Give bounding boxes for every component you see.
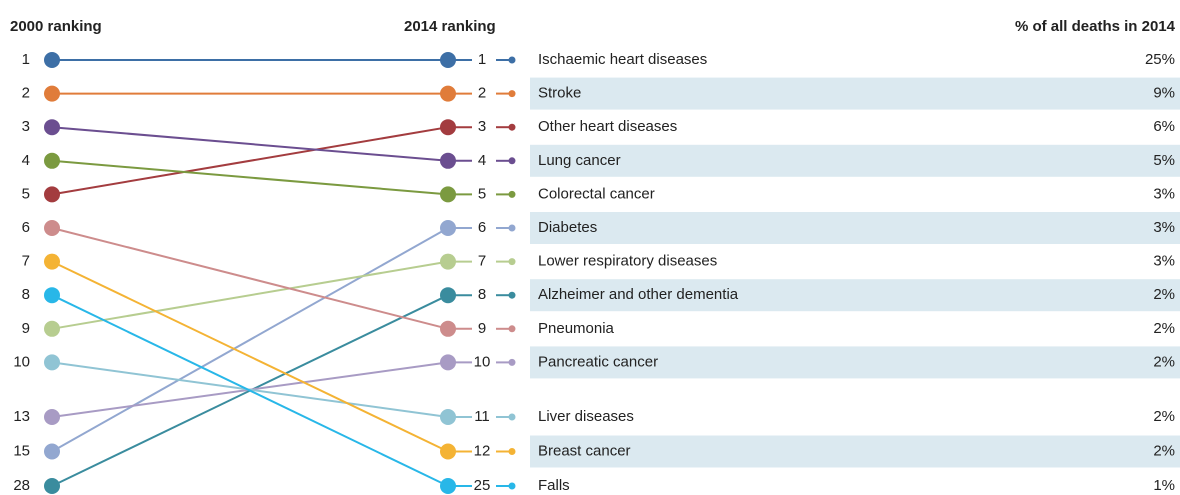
- left-dot: [44, 409, 60, 425]
- legend-dot: [508, 482, 516, 490]
- slope-line: [51, 294, 449, 487]
- left-rank: 4: [22, 152, 30, 169]
- left-dot: [44, 354, 60, 371]
- right-rank: 5: [478, 185, 486, 202]
- left-dot: [44, 320, 60, 337]
- right-rank: 4: [478, 152, 486, 169]
- left-rank: 1: [22, 51, 30, 68]
- left-dot: [44, 52, 60, 68]
- row-band: [530, 212, 1180, 244]
- slope-line: [51, 260, 449, 453]
- slope-line: [51, 126, 449, 196]
- legend-dot: [508, 325, 516, 333]
- slope-line: [51, 159, 449, 196]
- left-dot: [44, 220, 60, 236]
- legend-dot: [508, 224, 516, 232]
- legend-dot: [508, 358, 516, 366]
- right-rank: 9: [478, 320, 486, 337]
- cause-name: Pneumonia: [538, 320, 615, 337]
- row-band: [530, 279, 1180, 312]
- slope-line: [51, 260, 449, 330]
- cause-name: Alzheimer and other dementia: [538, 286, 739, 303]
- left-dot: [44, 186, 60, 203]
- right-rank: 1: [478, 51, 486, 68]
- left-dot: [44, 119, 60, 136]
- left-dot: [44, 443, 60, 460]
- left-dot: [44, 478, 60, 494]
- cause-name: Falls: [538, 477, 570, 494]
- cause-name: Ischaemic heart diseases: [538, 51, 707, 68]
- cause-name: Diabetes: [538, 219, 597, 236]
- legend-dot: [508, 448, 516, 455]
- legend-dot: [508, 90, 516, 98]
- left-rank: 2: [22, 85, 30, 102]
- row-bands: [530, 77, 1180, 468]
- left-rank: 3: [22, 118, 30, 135]
- value-label: 9%: [1153, 85, 1175, 102]
- right-rank: 11: [474, 408, 490, 425]
- right-title: 2014 ranking: [404, 18, 496, 35]
- cause-name: Breast cancer: [538, 442, 631, 459]
- value-label: 3%: [1153, 219, 1175, 236]
- legend-dot: [508, 56, 516, 64]
- left-dot: [44, 85, 60, 102]
- value-label: 2%: [1153, 320, 1175, 337]
- cause-name: Other heart diseases: [538, 118, 677, 135]
- value-label: 25%: [1145, 51, 1175, 68]
- row-band: [530, 435, 1180, 468]
- legend-dot: [508, 413, 516, 421]
- right-rank: 10: [474, 353, 491, 370]
- left-rank: 9: [22, 320, 30, 337]
- value-label: 2%: [1153, 442, 1175, 459]
- value-label: 3%: [1153, 253, 1175, 270]
- row-band: [530, 77, 1180, 110]
- slope-line: [51, 227, 449, 330]
- left-title: 2000 ranking: [10, 18, 102, 35]
- right-rank: 3: [478, 118, 486, 135]
- value-label: 2%: [1153, 286, 1175, 303]
- right-rank: 6: [478, 219, 486, 236]
- legend-dot: [508, 190, 516, 198]
- cause-name: Colorectal cancer: [538, 185, 655, 202]
- right-rank: 12: [474, 442, 491, 459]
- legend-dot: [508, 291, 516, 299]
- left-rank: 28: [13, 477, 30, 494]
- left-dot: [44, 253, 60, 270]
- right-rank: 25: [474, 477, 491, 494]
- value-label: 3%: [1153, 185, 1175, 202]
- value-title: % of all deaths in 2014: [1015, 18, 1176, 35]
- cause-name: Lung cancer: [538, 152, 621, 169]
- right-rank: 2: [478, 85, 486, 102]
- row-band: [530, 346, 1180, 379]
- cause-name: Lower respiratory diseases: [538, 253, 717, 270]
- left-rank: 15: [13, 442, 30, 459]
- value-label: 6%: [1153, 118, 1175, 135]
- value-label: 5%: [1153, 152, 1175, 169]
- left-rank: 8: [22, 286, 30, 303]
- right-rank: 8: [478, 286, 486, 303]
- value-label: 2%: [1153, 408, 1175, 425]
- left-rank: 5: [22, 185, 30, 202]
- cause-name: Pancreatic cancer: [538, 353, 658, 370]
- left-rank: 10: [13, 353, 30, 370]
- right-rank: 7: [478, 253, 486, 270]
- left-dot: [44, 152, 60, 169]
- left-rank: 13: [13, 408, 30, 425]
- cause-name: Stroke: [538, 85, 581, 102]
- legend-dot: [508, 258, 516, 266]
- legend-dot: [508, 123, 516, 131]
- value-label: 2%: [1153, 353, 1175, 370]
- cause-name: Liver diseases: [538, 408, 634, 425]
- slope-line: [51, 126, 449, 162]
- legend-dot: [508, 157, 516, 165]
- left-rank: 7: [22, 253, 30, 270]
- left-rank: 6: [22, 219, 30, 236]
- value-label: 1%: [1153, 477, 1175, 494]
- slope-line: [51, 227, 449, 453]
- row-band: [530, 144, 1180, 177]
- left-dot: [44, 287, 60, 304]
